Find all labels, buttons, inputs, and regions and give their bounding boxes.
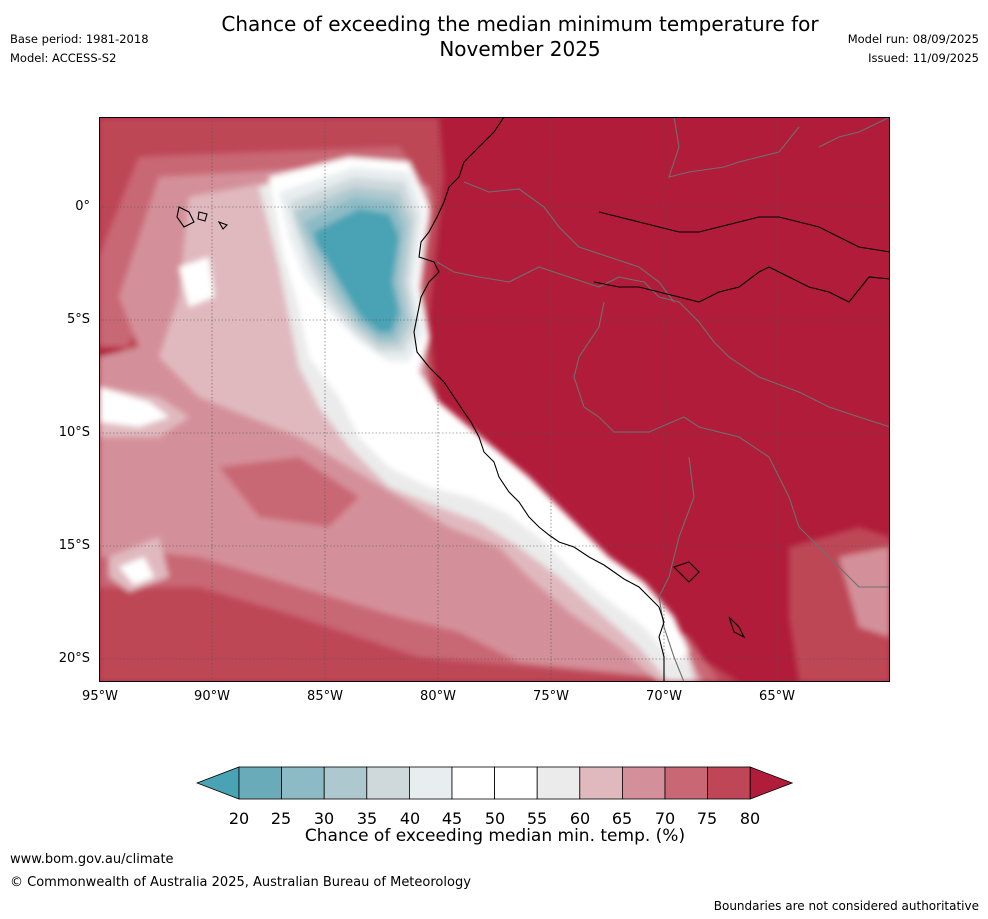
colorbar-swatch	[281, 766, 325, 800]
colorbar-label-40: 40	[399, 809, 421, 828]
lat-tick-15s: 15°S	[58, 538, 90, 553]
lon-tick-75w: 75°W	[533, 689, 569, 704]
footer-url: www.bom.gov.au/climate	[10, 852, 174, 867]
footer-disclaimer: Boundaries are not considered authoritat…	[713, 899, 979, 913]
base-period: Base period: 1981-2018	[10, 32, 149, 46]
colorbar-label-25: 25	[270, 809, 292, 828]
colorbar-swatches	[196, 766, 794, 800]
lon-tick-95w: 95°W	[82, 689, 118, 704]
colorbar-swatch	[494, 766, 538, 800]
colorbar-swatch	[621, 766, 666, 800]
colorbar-label-60: 60	[569, 809, 591, 828]
lat-tick-10s: 10°S	[58, 425, 90, 440]
title-line-1: Chance of exceeding the median minimum t…	[221, 12, 819, 36]
lat-tick-20s: 20°S	[58, 651, 90, 666]
colorbar-swatch	[323, 766, 368, 800]
colorbar-label-50: 50	[484, 809, 506, 828]
lat-tick-5s: 5°S	[66, 312, 90, 327]
probability-map	[99, 117, 890, 682]
colorbar-label-35: 35	[356, 809, 378, 828]
lon-tick-65w: 65°W	[759, 689, 795, 704]
colorbar-swatch	[451, 766, 495, 800]
model-run-date: Model run: 08/09/2025	[847, 32, 979, 46]
colorbar-swatch	[536, 766, 581, 800]
map-frame	[99, 117, 890, 682]
lon-tick-70w: 70°W	[646, 689, 682, 704]
colorbar-label-75: 75	[696, 809, 718, 828]
colorbar-swatch	[408, 766, 453, 800]
lon-tick-85w: 85°W	[307, 689, 343, 704]
map-title: Chance of exceeding the median minimum t…	[150, 12, 890, 62]
colorbar-label-20: 20	[228, 809, 250, 828]
lat-tick-0: 0°	[75, 199, 90, 214]
footer-copyright: © Commonwealth of Australia 2025, Austra…	[10, 875, 471, 890]
colorbar-label-65: 65	[611, 809, 633, 828]
colorbar-swatch	[238, 766, 282, 800]
model-name: Model: ACCESS-S2	[10, 51, 117, 65]
ocean-contours	[99, 117, 890, 682]
colorbar-title: Chance of exceeding median min. temp. (%…	[304, 826, 686, 846]
colorbar-label-80: 80	[739, 809, 761, 828]
colorbar-label-70: 70	[654, 809, 676, 828]
colorbar-swatch	[366, 766, 410, 800]
colorbar-swatch	[707, 766, 751, 800]
colorbar-swatch	[664, 766, 708, 800]
colorbar-extend-low	[196, 766, 240, 800]
meta-left: Base period: 1981-2018 Model: ACCESS-S2	[10, 30, 149, 68]
national-boundaries	[436, 117, 890, 682]
colorbar-extend-high	[749, 766, 794, 800]
colorbar-label-55: 55	[526, 809, 548, 828]
lon-tick-90w: 90°W	[194, 689, 230, 704]
issued-date: Issued: 11/09/2025	[868, 51, 979, 65]
meta-right: Model run: 08/09/2025 Issued: 11/09/2025	[848, 30, 979, 68]
colorbar-label-30: 30	[313, 809, 335, 828]
colorbar	[196, 766, 794, 800]
coastlines	[176, 117, 890, 682]
title-line-2: November 2025	[439, 37, 601, 61]
graticule	[99, 117, 890, 682]
lon-tick-80w: 80°W	[420, 689, 456, 704]
colorbar-swatch	[579, 766, 623, 800]
colorbar-label-45: 45	[441, 809, 463, 828]
